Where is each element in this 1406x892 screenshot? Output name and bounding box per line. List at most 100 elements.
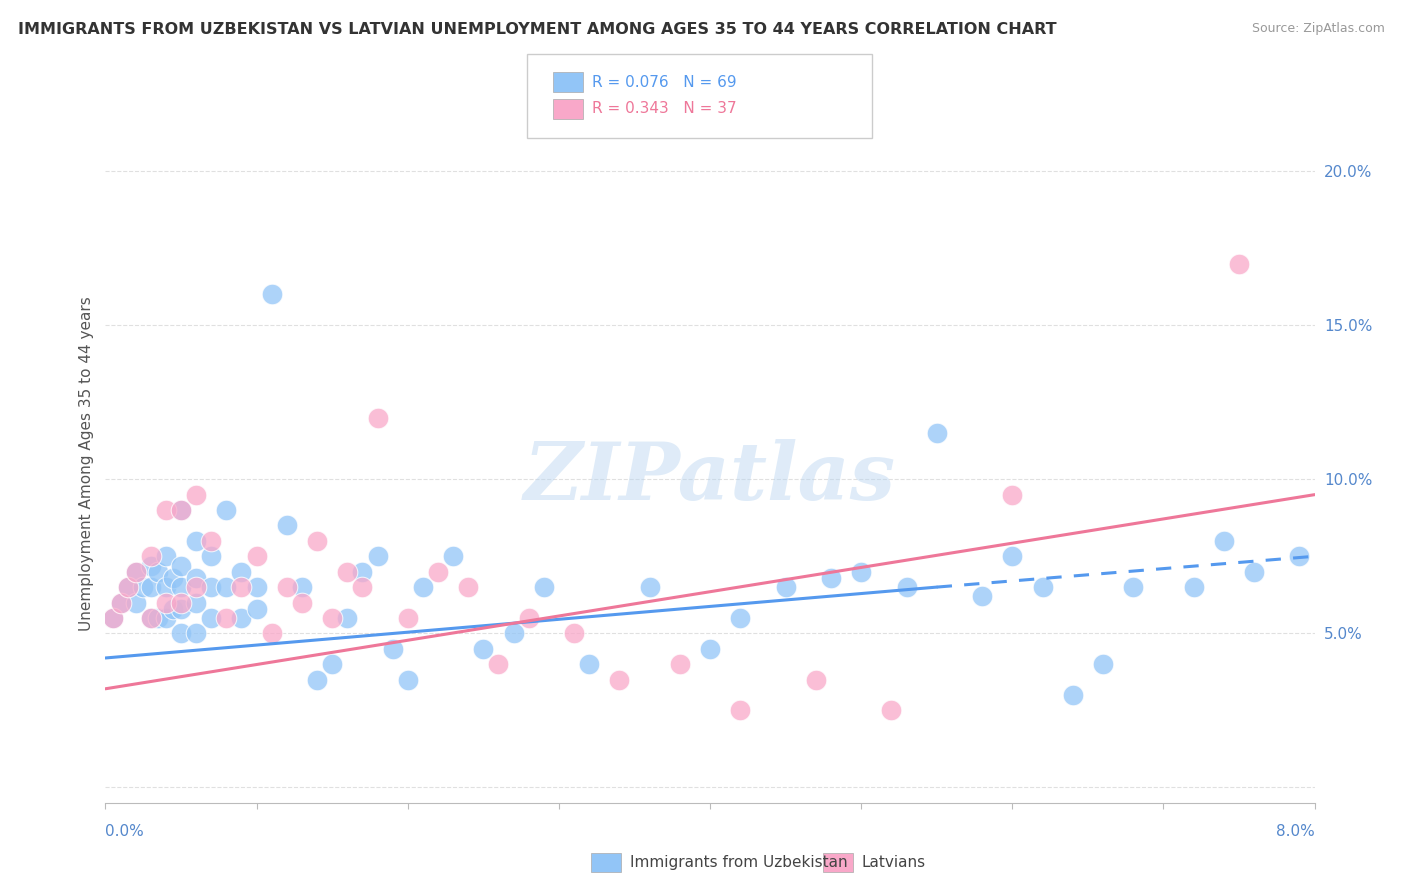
Point	[457, 580, 479, 594]
Point	[186, 595, 208, 609]
Point	[396, 673, 419, 687]
Point	[231, 611, 253, 625]
Point	[925, 425, 948, 440]
Point	[730, 611, 752, 625]
Text: IMMIGRANTS FROM UZBEKISTAN VS LATVIAN UNEMPLOYMENT AMONG AGES 35 TO 44 YEARS COR: IMMIGRANTS FROM UZBEKISTAN VS LATVIAN UN…	[18, 22, 1057, 37]
Point	[1062, 688, 1084, 702]
Point	[155, 580, 177, 594]
Point	[427, 565, 450, 579]
Point	[396, 611, 419, 625]
Point	[260, 287, 283, 301]
Point	[851, 565, 873, 579]
Point	[200, 549, 222, 564]
Point	[170, 558, 193, 573]
Point	[533, 580, 555, 594]
Point	[246, 601, 269, 615]
Point	[155, 503, 177, 517]
Point	[307, 673, 329, 687]
Point	[139, 580, 162, 594]
Point	[110, 595, 132, 609]
Point	[162, 601, 184, 615]
Point	[186, 571, 208, 585]
Point	[231, 580, 253, 594]
Point	[488, 657, 510, 672]
Point	[148, 611, 170, 625]
Point	[170, 601, 193, 615]
Point	[148, 565, 170, 579]
Point	[101, 611, 124, 625]
Point	[1001, 488, 1024, 502]
Point	[162, 571, 184, 585]
Point	[246, 580, 269, 594]
Point	[367, 549, 389, 564]
Point	[139, 611, 162, 625]
Point	[215, 503, 238, 517]
Point	[336, 565, 359, 579]
Text: Immigrants from Uzbekistan: Immigrants from Uzbekistan	[630, 855, 848, 870]
Point	[186, 626, 208, 640]
Point	[170, 503, 193, 517]
Point	[609, 673, 631, 687]
Point	[200, 580, 222, 594]
Y-axis label: Unemployment Among Ages 35 to 44 years: Unemployment Among Ages 35 to 44 years	[79, 296, 94, 632]
Point	[638, 580, 661, 594]
Point	[186, 533, 208, 548]
Point	[321, 611, 343, 625]
Point	[1288, 549, 1310, 564]
Point	[139, 549, 162, 564]
Point	[578, 657, 600, 672]
Text: 8.0%: 8.0%	[1275, 824, 1315, 838]
Point	[132, 580, 155, 594]
Point	[1213, 533, 1236, 548]
Point	[155, 611, 177, 625]
Point	[155, 595, 177, 609]
Point	[1001, 549, 1024, 564]
Point	[367, 410, 389, 425]
Point	[972, 590, 994, 604]
Point	[170, 626, 193, 640]
Point	[1182, 580, 1205, 594]
Point	[412, 580, 434, 594]
Point	[820, 571, 842, 585]
Point	[117, 580, 139, 594]
Point	[321, 657, 343, 672]
Point	[1122, 580, 1144, 594]
Point	[441, 549, 464, 564]
Point	[896, 580, 918, 594]
Point	[200, 533, 222, 548]
Point	[775, 580, 797, 594]
Point	[276, 580, 298, 594]
Text: 0.0%: 0.0%	[105, 824, 145, 838]
Point	[1227, 256, 1250, 270]
Point	[139, 611, 162, 625]
Point	[125, 565, 148, 579]
Point	[186, 488, 208, 502]
Point	[381, 641, 404, 656]
Point	[730, 703, 752, 717]
Point	[215, 580, 238, 594]
Point	[231, 565, 253, 579]
Point	[291, 580, 314, 594]
Point	[669, 657, 692, 672]
Point	[170, 503, 193, 517]
Point	[880, 703, 903, 717]
Point	[517, 611, 540, 625]
Point	[215, 611, 238, 625]
Point	[352, 580, 374, 594]
Text: R = 0.343   N = 37: R = 0.343 N = 37	[592, 102, 737, 116]
Point	[352, 565, 374, 579]
Point	[291, 595, 314, 609]
Text: Source: ZipAtlas.com: Source: ZipAtlas.com	[1251, 22, 1385, 36]
Point	[155, 549, 177, 564]
Point	[246, 549, 269, 564]
Point	[186, 580, 208, 594]
Point	[170, 595, 193, 609]
Point	[1032, 580, 1054, 594]
Point	[170, 580, 193, 594]
Point	[699, 641, 721, 656]
Point	[1243, 565, 1265, 579]
Text: Latvians: Latvians	[862, 855, 927, 870]
Point	[562, 626, 585, 640]
Point	[110, 595, 132, 609]
Point	[804, 673, 827, 687]
